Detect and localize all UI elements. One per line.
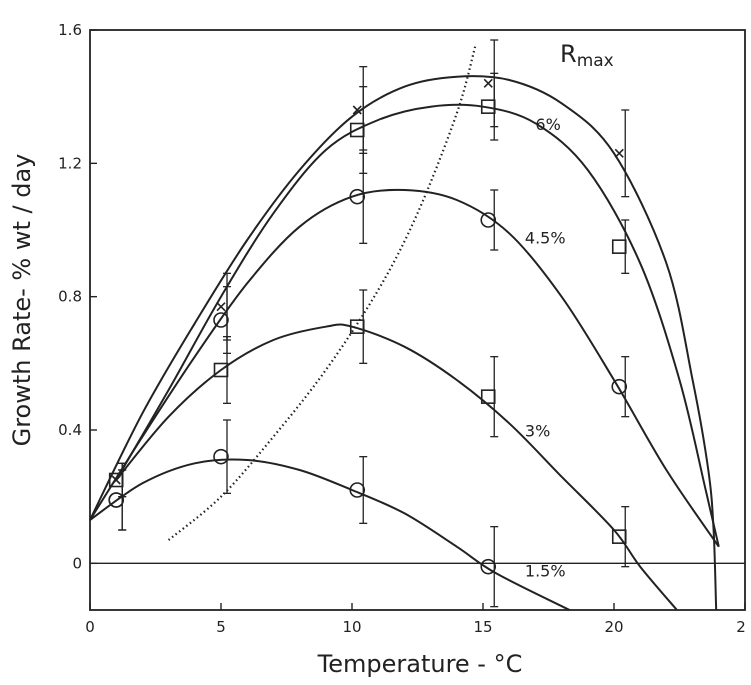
series-label: 4.5%: [525, 228, 566, 247]
y-tick-label: 1.6: [58, 21, 82, 39]
series-line-4: [89, 458, 570, 611]
data-point: [213, 336, 231, 404]
series-line-2: [89, 188, 720, 548]
plot-frame: [89, 29, 746, 611]
series-label: 6%: [535, 115, 560, 134]
legend-title: Rmax: [560, 40, 614, 71]
data-point: [611, 506, 630, 568]
ticks-layer: 0 5 10 15 20 200.40.81.21.6: [58, 21, 746, 636]
series-line-0: [89, 75, 718, 611]
series-label: 1.5%: [525, 562, 566, 581]
data-point: [480, 189, 499, 251]
plot-area: [89, 29, 746, 611]
curves-layer: [89, 46, 720, 611]
x-tick-label: 5: [216, 618, 226, 636]
x-tick-label: 10: [342, 618, 361, 636]
y-axis-label: Growth Rate- % wt / day: [8, 154, 36, 447]
data-point: [213, 419, 231, 494]
series-label: 3%: [525, 422, 550, 441]
data-point: [349, 149, 368, 244]
series-labels-layer: 6% 4.5% 3% 1.5%: [525, 115, 566, 581]
data-point: [614, 109, 630, 198]
y-tick-label: 0: [72, 554, 82, 572]
x-axis-label: Temperature - °C: [317, 650, 523, 678]
series-line-1: [115, 103, 720, 547]
markers-layer: [108, 39, 630, 608]
x-tick-label: 20: [604, 618, 623, 636]
data-point: [480, 356, 499, 438]
data-point: [213, 286, 231, 354]
y-tick-label: 0.4: [58, 421, 82, 439]
data-point: [480, 72, 499, 141]
optimum-dotted-line: [167, 46, 477, 541]
data-point: [349, 456, 368, 524]
data-point: [349, 86, 368, 174]
data-point: [349, 289, 368, 364]
data-point: [480, 526, 499, 608]
x-tick-label: 15: [473, 618, 492, 636]
data-point: [611, 219, 630, 274]
data-point: [611, 356, 630, 418]
y-tick-label: 0.8: [58, 288, 82, 306]
series-line-3: [115, 323, 678, 611]
data-point: [108, 469, 127, 531]
x-tick-label: 2: [736, 618, 746, 636]
x-tick-label: 0: [85, 618, 95, 636]
y-tick-label: 1.2: [58, 154, 82, 172]
